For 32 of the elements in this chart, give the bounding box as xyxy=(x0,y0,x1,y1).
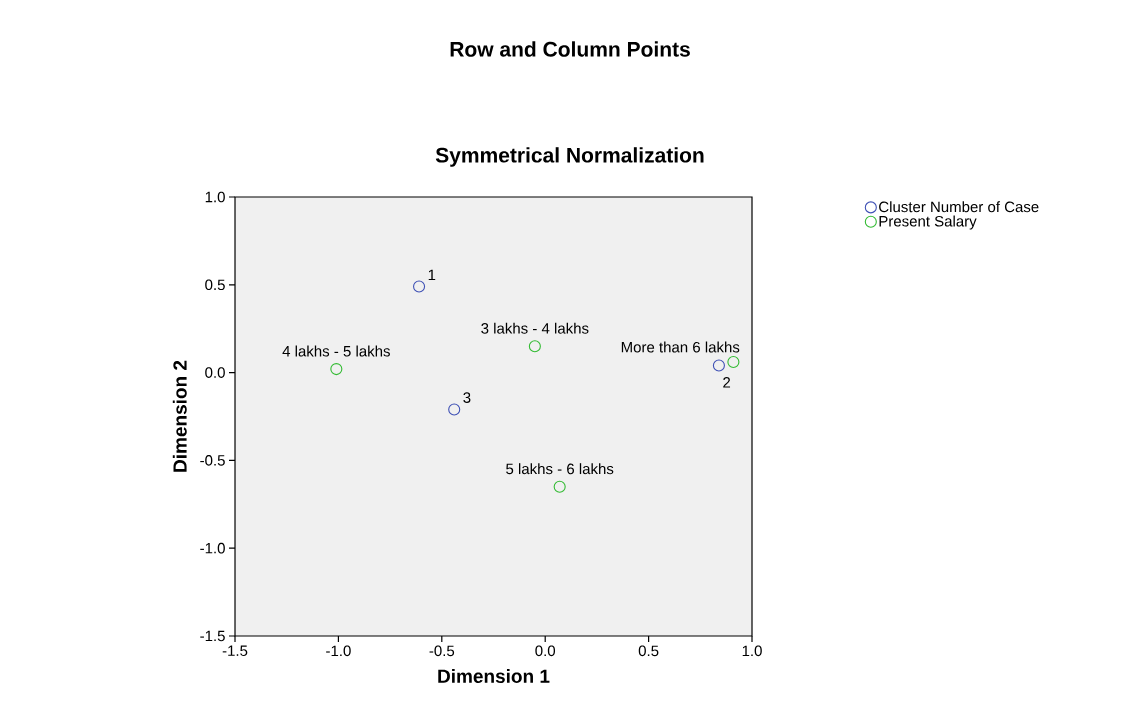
point xyxy=(727,356,740,369)
y-tick-label: -1.0 xyxy=(200,542,225,554)
point xyxy=(413,280,426,293)
point xyxy=(528,340,541,353)
x-axis-title: Dimension 1 xyxy=(438,669,550,683)
x-tick-label: -0.5 xyxy=(429,645,455,657)
annotation: 3 xyxy=(463,392,471,403)
y-tick-label: 1.0 xyxy=(205,191,225,203)
point xyxy=(712,359,725,372)
point xyxy=(330,363,343,376)
annotation: More than 6 lakhs xyxy=(621,341,740,353)
y-tick-label: -1.5 xyxy=(200,630,225,642)
x-tick-label: -1.5 xyxy=(222,645,248,656)
annotation: 1 xyxy=(428,269,436,281)
y-tick-label: 0.5 xyxy=(205,279,225,291)
annotation: 4 lakhs - 5 lakhs xyxy=(282,345,390,357)
x-tick-label: 0.0 xyxy=(535,645,556,657)
point xyxy=(553,480,566,493)
annotation: 5 lakhs - 6 lakhs xyxy=(506,463,614,475)
x-tick-label: 0.5 xyxy=(638,645,659,657)
annotation: 2 xyxy=(723,377,731,388)
annotation: 3 lakhs - 4 lakhs xyxy=(481,322,589,334)
x-tick-label: -1.0 xyxy=(326,645,351,657)
legend-label: Cluster Number of Case xyxy=(879,201,1039,213)
chart-title: Row and Column Points xyxy=(450,41,690,57)
y-tick-label: 0.0 xyxy=(205,367,225,378)
y-axis-title: Dimension 2 xyxy=(172,360,187,472)
x-tick-label: 1.0 xyxy=(742,645,762,657)
point xyxy=(448,403,461,416)
chart-subtitle: Symmetrical Normalization xyxy=(435,147,704,167)
legend-label: Present Salary xyxy=(879,215,977,230)
y-tick-label: -0.5 xyxy=(200,455,225,466)
